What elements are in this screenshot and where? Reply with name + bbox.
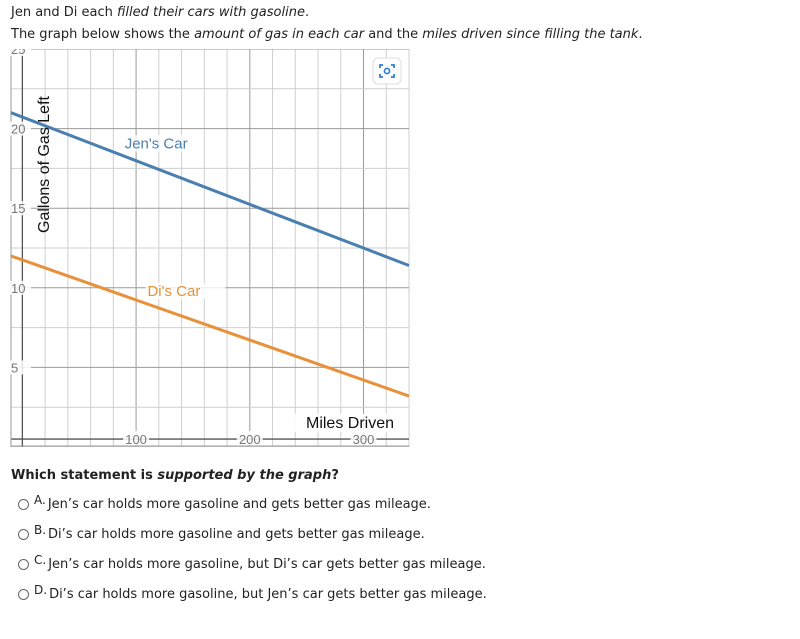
chart-series: [10, 111, 410, 398]
radio-button[interactable]: [18, 588, 29, 600]
series-label-bg: [145, 282, 226, 299]
choice-a[interactable]: A. Jen’s car holds more gasoline and get…: [18, 493, 431, 515]
choice-d[interactable]: D. Di’s car holds more gasoline, but Jen…: [18, 583, 487, 605]
chart-labels: Jen's Car Di's Car Gallons of Gas Left Mile…: [36, 95, 397, 432]
intro-line-2: The graph below shows the amount of gas …: [11, 27, 643, 43]
question-emphasis: supported by the graph: [157, 468, 332, 483]
question-part: ?: [331, 468, 339, 483]
chart-grid: [11, 49, 410, 447]
gas-chart: 5 10 15 20 25 100 200 300 Jen's Car Di's Car Gall…: [10, 49, 410, 447]
question-part: Which statement is: [11, 468, 158, 483]
tick-label-bg: [350, 431, 377, 446]
choice-letter: C.: [34, 553, 47, 567]
radio-button[interactable]: [18, 528, 29, 540]
choice-letter: B.: [34, 523, 47, 537]
intro-line-1: Jen and Di each filled their cars with g…: [11, 5, 309, 21]
series-line: [10, 111, 410, 267]
choice-text: Jen’s car holds more gasoline, but Di’s …: [48, 556, 486, 572]
y-tick-label: 15: [11, 201, 25, 216]
tick-label-bg: [10, 280, 31, 295]
series-label: Jen's Car: [125, 135, 188, 152]
series-label-bg: [122, 135, 203, 152]
x-tick-label: 300: [353, 432, 375, 447]
choice-letter: A.: [34, 493, 46, 507]
y-tick-label: 10: [11, 281, 25, 296]
radio-button[interactable]: [18, 558, 29, 570]
y-tick-label: 20: [11, 122, 25, 137]
intro-emphasis: miles driven since filling the tank: [422, 27, 639, 42]
series-label: Di's Car: [147, 283, 200, 300]
tick-label-bg: [123, 431, 150, 446]
x-axis-label: Miles Driven: [306, 415, 394, 432]
intro-emphasis: filled their cars with gasoline: [117, 5, 305, 20]
x-axis-label-bg: [281, 413, 397, 432]
x-tick-label: 100: [125, 432, 147, 447]
y-tick-label: 5: [11, 360, 18, 375]
question-text: Which statement is supported by the grap…: [11, 468, 339, 483]
choice-c[interactable]: C. Jen’s car holds more gasoline, but Di…: [18, 553, 486, 575]
intro-text: and the: [364, 27, 423, 42]
tick-label-bg: [10, 121, 31, 136]
x-tick-label: 200: [239, 432, 261, 447]
choice-letter: D.: [34, 583, 48, 597]
choice-text: Di’s car holds more gasoline, but Jen’s …: [49, 586, 487, 602]
intro-text: Jen and Di each: [11, 5, 118, 20]
choice-b[interactable]: B. Di’s car holds more gasoline and gets…: [18, 523, 425, 545]
tick-label-bg: [10, 360, 31, 375]
intro-emphasis: amount of gas in each car: [194, 27, 365, 42]
axis-ticks: 5 10 15 20 25 100 200 300: [10, 49, 409, 447]
choice-text: Jen’s car holds more gasoline and gets b…: [47, 496, 431, 512]
y-axis-label: Gallons of Gas Left: [36, 95, 53, 233]
series-line: [10, 254, 410, 398]
radio-button[interactable]: [18, 498, 29, 510]
y-tick-label: 25: [11, 49, 25, 57]
choice-text: Di’s car holds more gasoline and gets be…: [48, 526, 425, 542]
intro-text: The graph below shows the: [11, 27, 195, 42]
tick-label-bg: [10, 49, 31, 56]
tick-label-bg: [236, 431, 263, 446]
expand-icon[interactable]: [372, 57, 402, 85]
tick-label-bg: [10, 201, 31, 216]
intro-text: .: [304, 5, 310, 20]
intro-text: .: [638, 27, 643, 42]
